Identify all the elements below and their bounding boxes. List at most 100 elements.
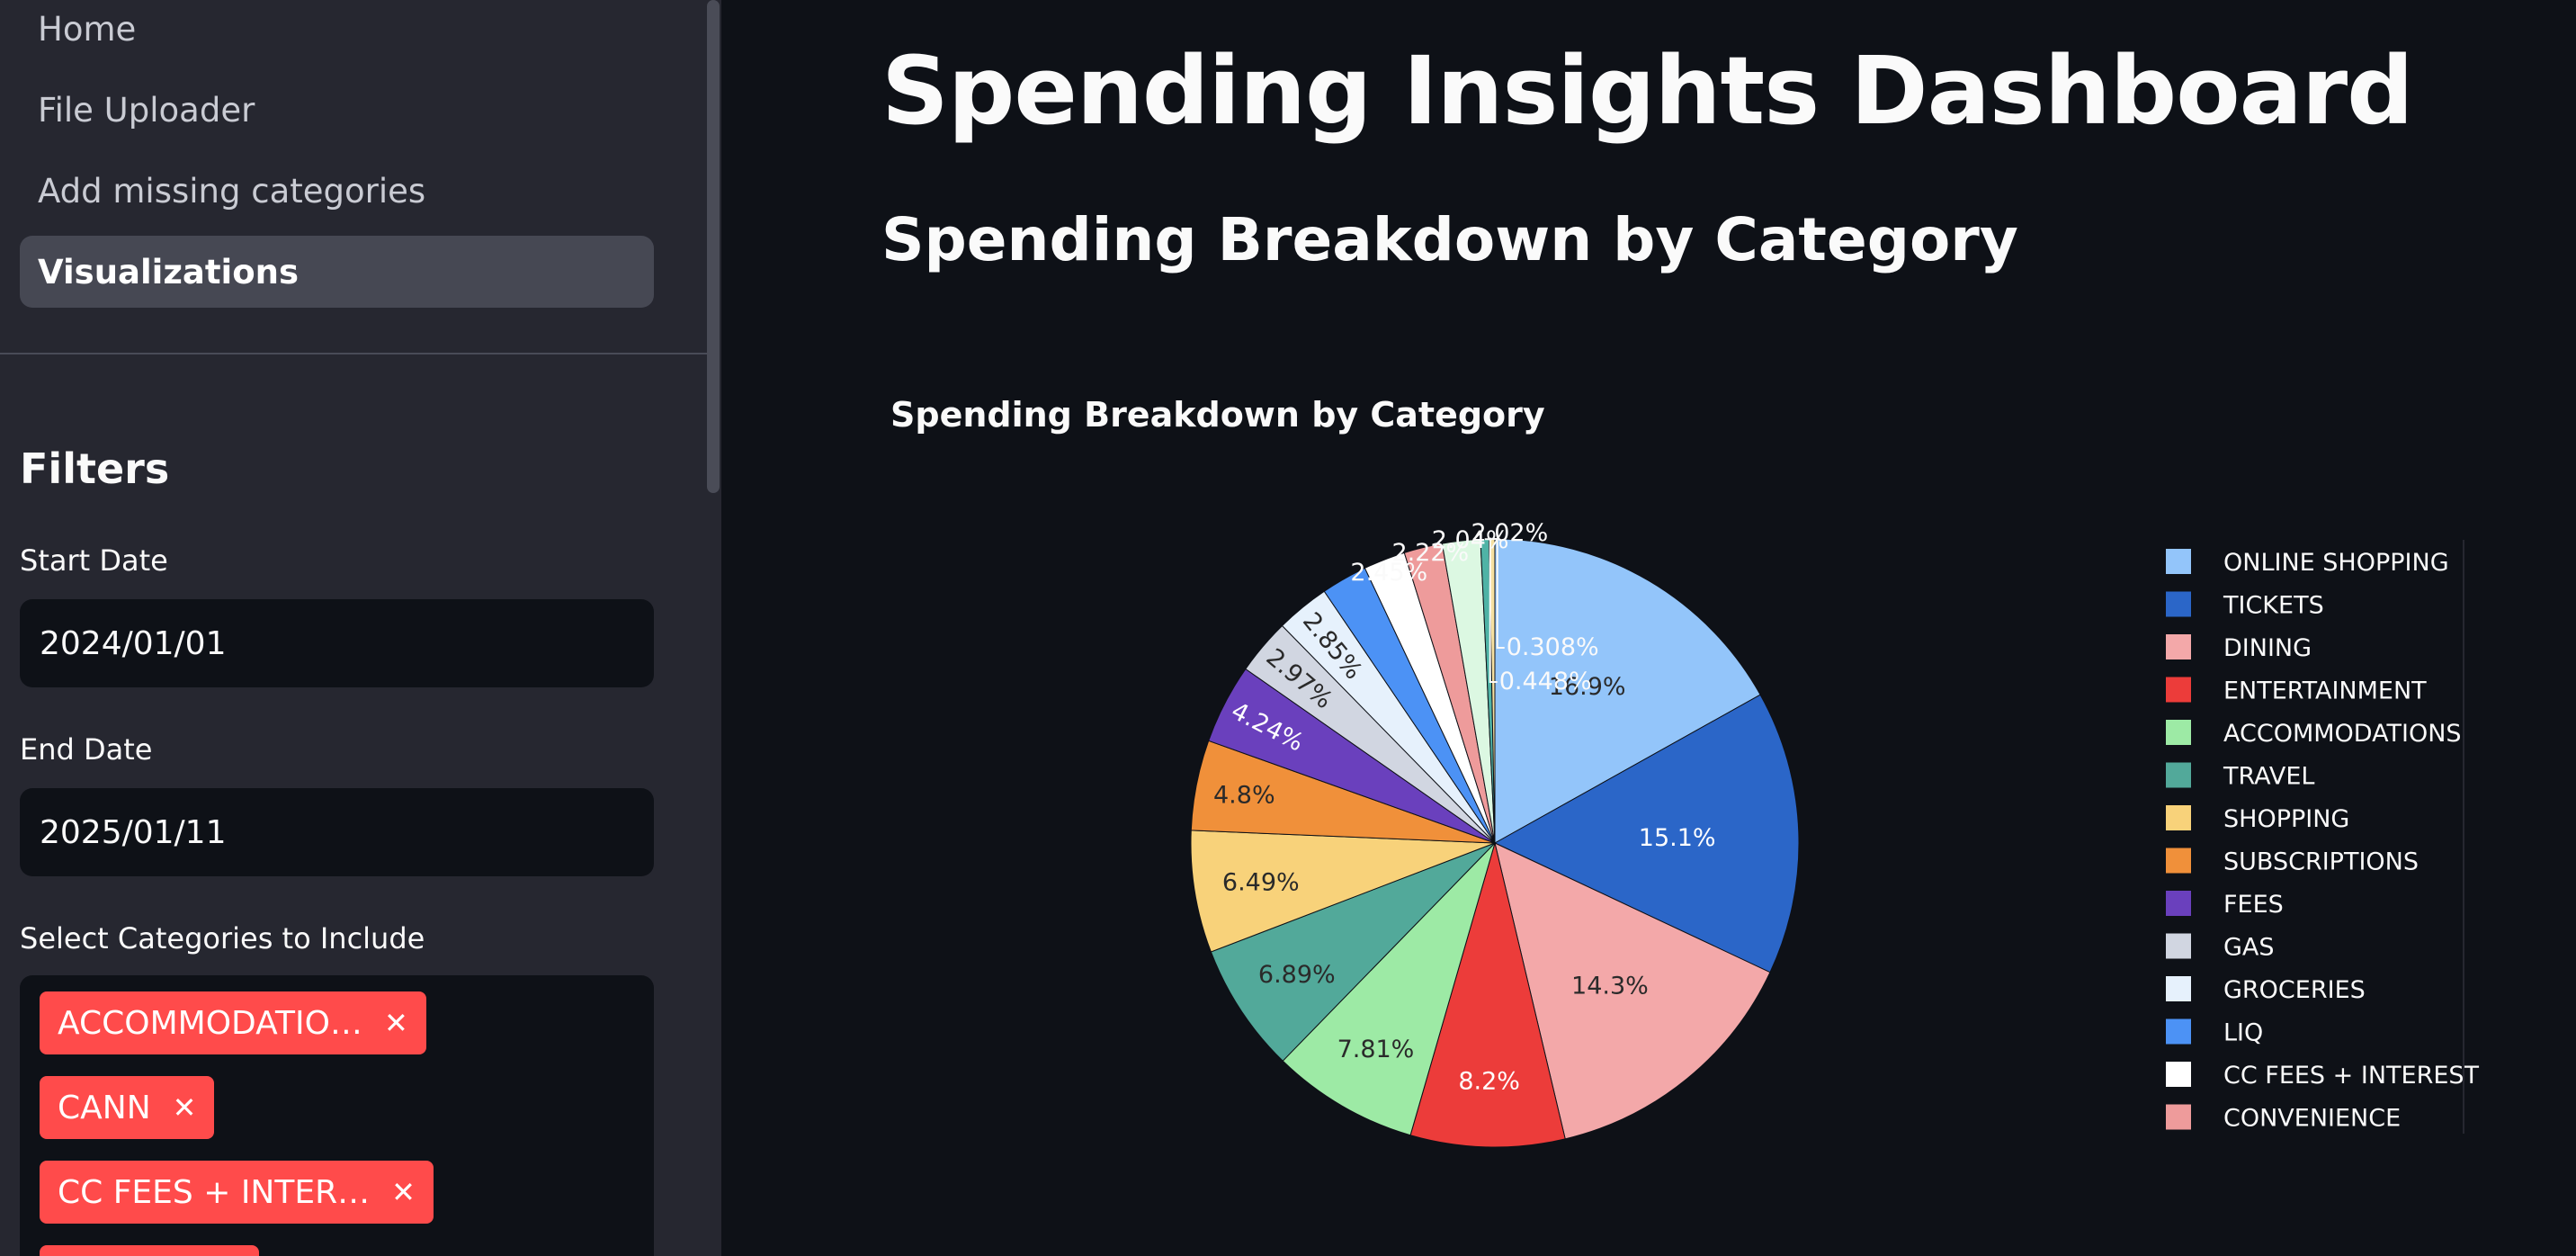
legend-swatch (2166, 720, 2191, 745)
legend-label: CC FEES + INTEREST (2223, 1062, 2480, 1090)
legend-item[interactable]: CONVENIENCE (2166, 1104, 2401, 1133)
pie-slice-label: 2.02% (1471, 519, 1548, 547)
sidebar: Home File Uploader Add missing categorie… (0, 0, 721, 1256)
label-leader-line (1491, 538, 1505, 649)
legend-swatch (2166, 634, 2191, 659)
legend-label: SHOPPING (2223, 805, 2349, 833)
remove-tag-icon[interactable]: ✕ (391, 1175, 416, 1209)
legend-label: ONLINE SHOPPING (2223, 549, 2449, 577)
pie-slice[interactable] (1210, 842, 1496, 1062)
remove-tag-icon[interactable]: ✕ (172, 1090, 197, 1125)
legend-label: LIQ (2223, 1019, 2263, 1047)
category-tag-partial[interactable] (40, 1245, 259, 1256)
legend-swatch (2166, 1104, 2191, 1130)
legend-swatch (2166, 933, 2191, 959)
legend-item[interactable]: ENTERTAINMENT (2166, 677, 2427, 705)
page-title: Spending Insights Dashboard (881, 36, 2414, 146)
pie-slice-label: 2.04% (1432, 526, 1509, 554)
legend-swatch (2166, 1062, 2191, 1087)
legend-item[interactable]: FEES (2166, 891, 2284, 919)
legend-label: ACCOMMODATIONS (2223, 720, 2462, 748)
legend-swatch (2166, 891, 2191, 916)
legend-item[interactable]: GAS (2166, 933, 2275, 962)
filters-title: Filters (20, 444, 170, 493)
legend-label: SUBSCRIPTIONS (2223, 848, 2419, 876)
category-tag[interactable]: CC FEES + INTER… ✕ (40, 1161, 434, 1224)
pie-slice-label: 15.1% (1639, 824, 1716, 852)
legend-item[interactable]: SHOPPING (2166, 805, 2349, 833)
start-date-value: 2024/01/01 (40, 624, 227, 662)
pie-slice-label: 7.81% (1337, 1036, 1415, 1063)
main-content: Spending Insights Dashboard Spending Bre… (721, 0, 2576, 1256)
categories-label: Select Categories to Include (20, 921, 425, 955)
legend-item[interactable]: ONLINE SHOPPING (2166, 549, 2449, 577)
category-tag[interactable]: ACCOMMODATIO… ✕ (40, 991, 426, 1054)
legend-item[interactable]: GROCERIES (2166, 976, 2366, 1004)
legend-swatch (2166, 1018, 2191, 1045)
legend-item[interactable]: DINING (2166, 634, 2312, 662)
pie-slice[interactable] (1493, 694, 1800, 973)
pie-slice-label: 2.45% (1350, 559, 1427, 587)
chart-legend[interactable]: ONLINE SHOPPING TICKETS DINING ENTERTAINMEN… (2166, 540, 2480, 1134)
end-date-input[interactable]: 2025/01/11 (20, 788, 654, 876)
pie-slice-label: 0.308% (1507, 633, 1599, 661)
legend-label: GAS (2223, 934, 2275, 962)
legend-swatch (2166, 549, 2191, 574)
legend-label: TRAVEL (2223, 763, 2314, 791)
legend-label: ENTERTAINMENT (2223, 677, 2427, 705)
nav-item-label: Visualizations (38, 252, 300, 292)
legend-item[interactable]: TRAVEL (2166, 762, 2314, 791)
pie-slice-label: 6.49% (1222, 869, 1300, 897)
pie-slice[interactable] (1190, 830, 1496, 953)
pie-slice-label: 8.2% (1458, 1068, 1520, 1096)
legend-swatch (2166, 591, 2191, 617)
chart-title: Spending Breakdown by Category (890, 395, 1545, 435)
legend-label: FEES (2223, 891, 2284, 919)
legend-item[interactable]: CC FEES + INTEREST (2166, 1062, 2480, 1090)
categories-multiselect[interactable]: ACCOMMODATIO… ✕ CANN ✕ CC FEES + INTER… … (20, 975, 654, 1256)
legend-label: GROCERIES (2223, 976, 2366, 1004)
legend-item[interactable]: SUBSCRIPTIONS (2166, 848, 2419, 876)
end-date-label: End Date (20, 732, 153, 767)
label-leader-line (1484, 538, 1498, 683)
nav-item-label: Home (38, 9, 137, 49)
category-tag-label: ACCOMMODATIO… (58, 1004, 362, 1042)
pie-slice[interactable] (1282, 842, 1496, 1136)
pie-slice-label: 6.89% (1258, 961, 1336, 989)
legend-item[interactable]: LIQ (2166, 1018, 2263, 1047)
pie-slice[interactable] (1494, 538, 1761, 844)
nav-item-label: Add missing categories (38, 171, 426, 211)
nav-item-add-missing-categories[interactable]: Add missing categories (20, 155, 654, 227)
pie-slice[interactable] (1409, 841, 1566, 1148)
nav-divider (0, 353, 707, 354)
spending-pie-chart[interactable]: Spending Breakdown by Category 16.9% 15.1… (721, 360, 2576, 1256)
category-tag[interactable]: CANN ✕ (40, 1076, 215, 1139)
pie-slices[interactable] (1190, 538, 1800, 1148)
legend-swatch (2166, 805, 2191, 830)
nav-item-visualizations[interactable]: Visualizations (20, 236, 654, 308)
legend-swatch (2166, 976, 2191, 1001)
pie-slice-label: 0.448% (1499, 668, 1592, 695)
category-tag-label: CC FEES + INTER… (58, 1173, 371, 1211)
legend-item[interactable]: TICKETS (2166, 591, 2324, 620)
pie-slice-label: 4.8% (1213, 782, 1275, 810)
legend-label: TICKETS (2223, 592, 2324, 620)
legend-label: DINING (2223, 634, 2312, 662)
legend-label: CONVENIENCE (2223, 1105, 2401, 1133)
legend-item[interactable]: ACCOMMODATIONS (2166, 720, 2462, 748)
pie-slice[interactable] (1494, 842, 1771, 1140)
sidebar-scrollbar[interactable] (707, 0, 720, 493)
start-date-input[interactable]: 2024/01/01 (20, 599, 654, 687)
legend-swatch (2166, 677, 2191, 703)
start-date-label: Start Date (20, 543, 168, 578)
legend-scroll-track (2463, 540, 2464, 1134)
section-title: Spending Breakdown by Category (881, 205, 2018, 274)
remove-tag-icon[interactable]: ✕ (383, 1006, 408, 1040)
nav-item-file-uploader[interactable]: File Uploader (20, 74, 654, 146)
legend-swatch (2166, 848, 2191, 874)
nav-item-home[interactable]: Home (20, 0, 654, 65)
pie-slice-label: 2.22% (1391, 539, 1469, 567)
pie-slice-label: 16.9% (1549, 673, 1626, 701)
end-date-value: 2025/01/11 (40, 813, 227, 851)
